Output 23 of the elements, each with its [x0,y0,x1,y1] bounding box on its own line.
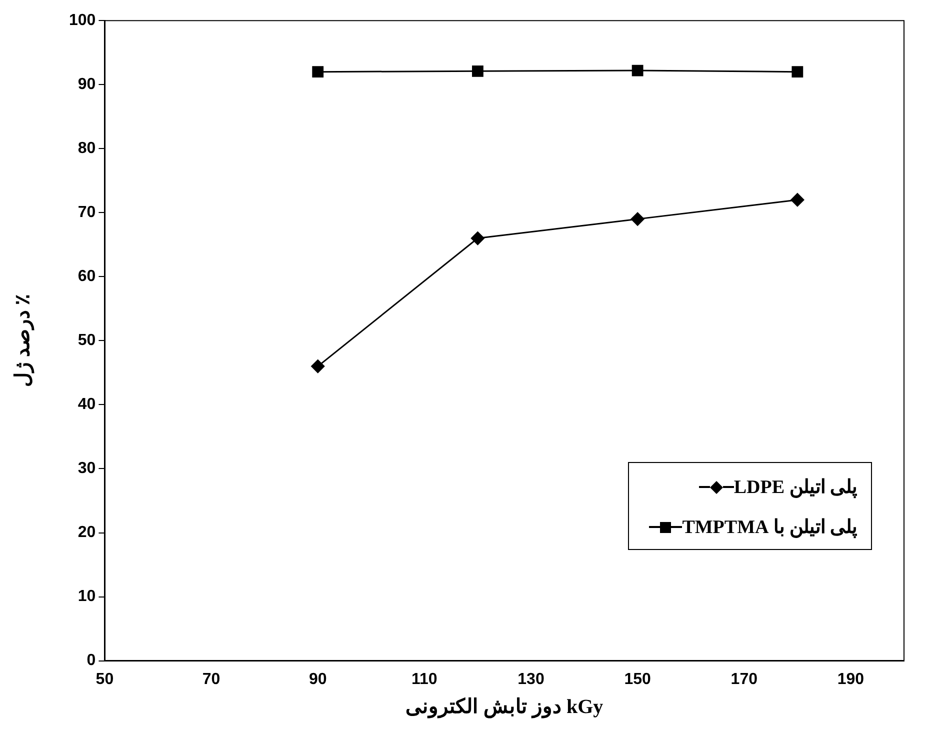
y-tick-label: 30 [78,460,96,478]
y-tick-label: 10 [78,588,96,606]
y-axis-title: درصد ژل ٪ [12,294,36,388]
legend-label: پلی اتیلن با TMPTMA [682,516,857,540]
y-tick-label: 100 [68,12,96,30]
y-tick-label: 0 [86,652,96,670]
x-tick-label: 110 [412,670,438,688]
y-tick-label: 50 [78,332,96,350]
x-tick-label: 90 [308,670,327,688]
x-axis-title: دوز تابش الکترونی kGy [406,696,604,720]
y-tick-label: 20 [78,524,96,542]
x-tick-label: 130 [518,670,544,688]
y-tick-label: 80 [78,140,96,158]
y-tick-label: 90 [78,76,96,94]
x-tick-label: 50 [96,670,114,688]
x-tick-label: 170 [730,670,758,688]
y-tick-label: 70 [78,204,96,222]
y-tick-label: 60 [78,268,96,286]
x-tick-label: 70 [202,670,220,688]
legend-label: پلی اتیلن LDPE [734,476,857,500]
y-tick-label: 40 [78,396,96,414]
x-tick-label: 190 [837,670,864,688]
x-tick-label: 150 [624,670,652,688]
